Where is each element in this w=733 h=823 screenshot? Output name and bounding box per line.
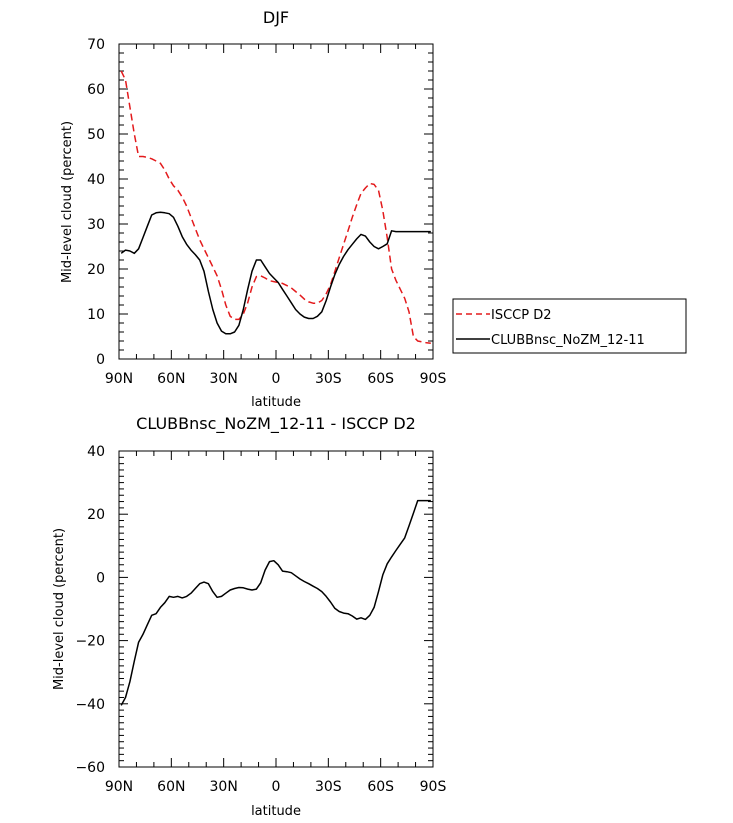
y-tick-label: 40 (87, 172, 105, 188)
bottom-x-axis: 90N 60N 30N 0 30S 60S 90S (105, 451, 447, 795)
top-plot-frame (118, 43, 434, 360)
y-tick-label: 40 (87, 444, 105, 460)
x-tick-label: 30N (210, 779, 238, 795)
top-x-axis-label: latitude (251, 395, 301, 410)
bottom-plot-frame (118, 450, 434, 768)
x-tick-label: 30S (315, 779, 342, 795)
y-tick-label: 50 (87, 127, 105, 143)
x-tick-label: 60S (367, 779, 394, 795)
y-tick-label: 60 (87, 82, 105, 98)
bottom-series-group (120, 499, 431, 706)
x-tick-label: 90S (420, 779, 447, 795)
legend-label-isccp: ISCCP D2 (491, 308, 552, 323)
series-line-1 (120, 211, 431, 335)
top-y-axis: 0 10 20 30 40 50 60 70 (87, 37, 433, 368)
x-tick-label: 60N (157, 371, 185, 387)
x-tick-label: 90N (105, 779, 133, 795)
legend: ISCCP D2 CLUBBnsc_NoZM_12-11 (452, 298, 687, 354)
y-tick-label: 0 (96, 570, 105, 586)
bottom-chart-title: CLUBBnsc_NoZM_12-11 - ISCCP D2 (136, 414, 416, 434)
series-line-0 (120, 70, 431, 345)
x-tick-label: 0 (272, 779, 281, 795)
bottom-x-axis-label: latitude (251, 804, 301, 819)
x-tick-label: 90N (105, 371, 133, 387)
x-tick-label: 30N (210, 371, 238, 387)
bottom-y-axis: −60 −40 −20 0 20 40 (75, 444, 433, 776)
top-series-group (120, 70, 431, 345)
x-tick-label: 0 (272, 371, 281, 387)
bottom-y-axis-label: Mid-level cloud (percent) (52, 528, 67, 690)
y-tick-label: 20 (87, 262, 105, 278)
top-y-axis-label: Mid-level cloud (percent) (60, 121, 75, 283)
series-line-0 (120, 499, 431, 706)
y-tick-label: 30 (87, 217, 105, 233)
y-tick-label: 10 (87, 307, 105, 323)
y-tick-label: 70 (87, 37, 105, 53)
x-tick-label: 60N (157, 779, 185, 795)
y-tick-label: 20 (87, 507, 105, 523)
x-tick-label: 60S (367, 371, 394, 387)
x-tick-label: 30S (315, 371, 342, 387)
top-chart-title: DJF (263, 8, 289, 27)
y-tick-label: −20 (75, 634, 105, 650)
top-x-axis: 90N 60N 30N 0 30S 60S 90S (105, 44, 447, 387)
y-tick-label: 0 (96, 352, 105, 368)
y-tick-label: −60 (75, 760, 105, 776)
y-tick-label: −40 (75, 697, 105, 713)
bottom-panel: CLUBBnsc_NoZM_12-11 - ISCCP D2 −60 −40 −20… (52, 414, 446, 819)
x-tick-label: 90S (420, 371, 447, 387)
legend-box (452, 298, 687, 354)
legend-label-clubb: CLUBBnsc_NoZM_12-11 (491, 333, 645, 348)
